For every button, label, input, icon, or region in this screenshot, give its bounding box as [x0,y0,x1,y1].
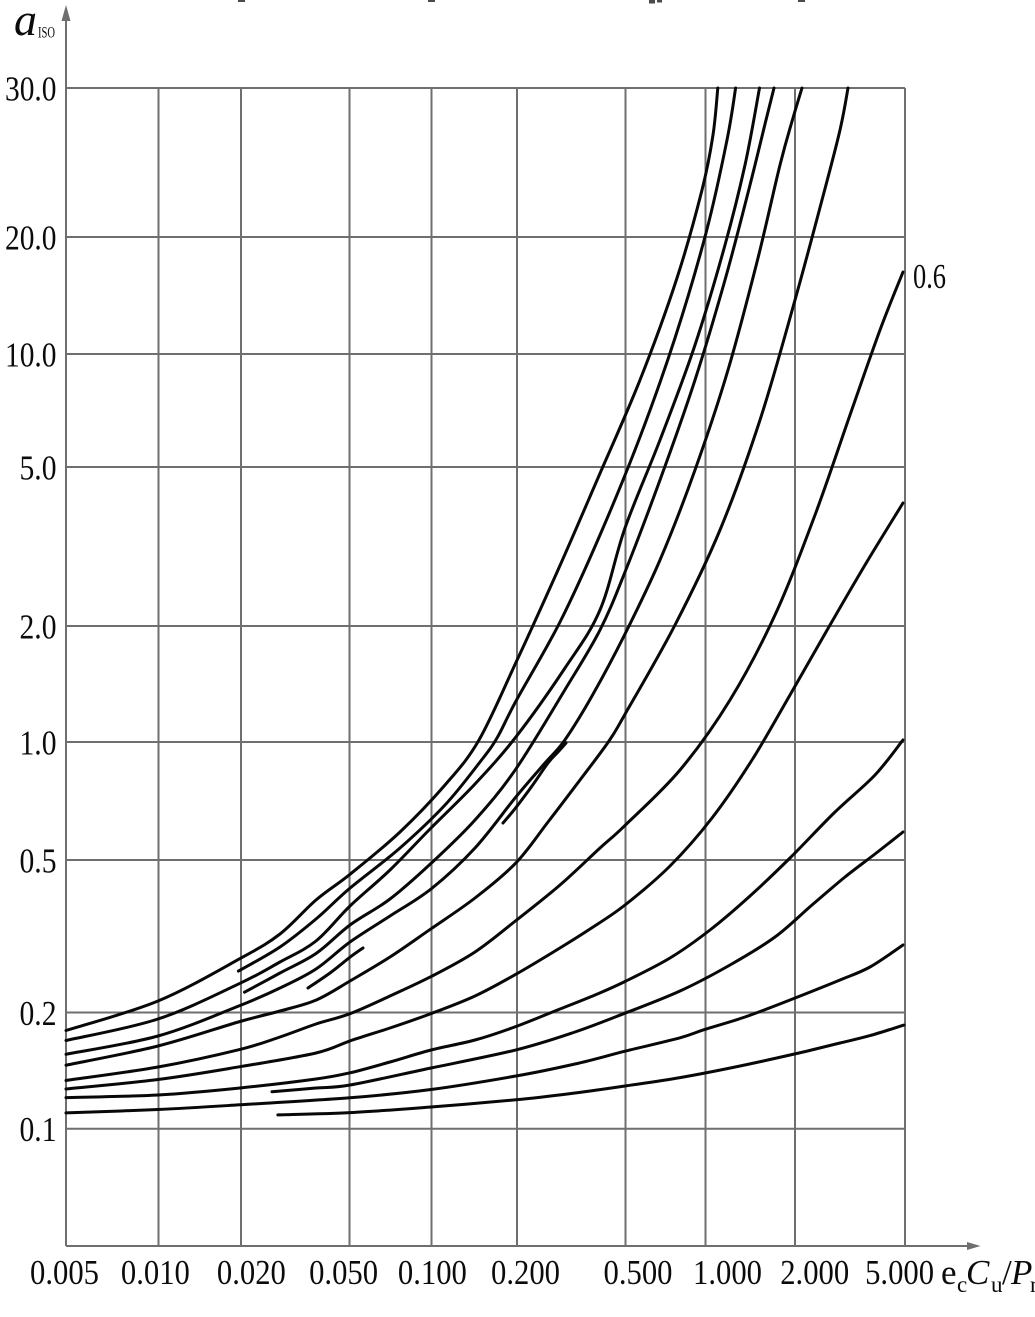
svg-text:5.0: 5.0 [20,448,57,487]
svg-text:0.010: 0.010 [121,1253,190,1292]
svg-text:u: u [991,1272,1003,1297]
svg-text:0.050: 0.050 [309,1253,378,1292]
svg-text:5.000: 5.000 [865,1253,934,1292]
svg-text:0.1: 0.1 [20,1110,57,1149]
svg-text:10.0: 10.0 [5,335,57,374]
svg-text:0.100: 0.100 [398,1253,467,1292]
svg-text:C: C [966,1253,990,1292]
svg-text:2.000: 2.000 [780,1253,849,1292]
svg-text:0.005: 0.005 [30,1253,99,1292]
svg-text:30.0: 30.0 [5,69,57,108]
svg-text:0.5: 0.5 [20,841,57,880]
svg-text:20.0: 20.0 [5,218,57,257]
svg-text:0.200: 0.200 [491,1253,560,1292]
svg-text:0.2: 0.2 [20,994,57,1033]
svg-text:0.6: 0.6 [913,257,946,296]
svg-text:c: c [957,1272,967,1297]
svg-text:P: P [1010,1253,1032,1292]
svg-text:/: / [1002,1253,1012,1292]
svg-text:e: e [941,1253,957,1292]
svg-text:1.0: 1.0 [20,723,57,762]
svg-text:a: a [14,0,37,45]
svg-text:2.0: 2.0 [20,607,57,646]
svg-text:0.500: 0.500 [604,1253,673,1292]
svg-text:0.020: 0.020 [217,1253,286,1292]
svg-text:r: r [1030,1272,1035,1297]
svg-text:ISO: ISO [38,25,55,42]
svg-text:1.000: 1.000 [693,1253,762,1292]
